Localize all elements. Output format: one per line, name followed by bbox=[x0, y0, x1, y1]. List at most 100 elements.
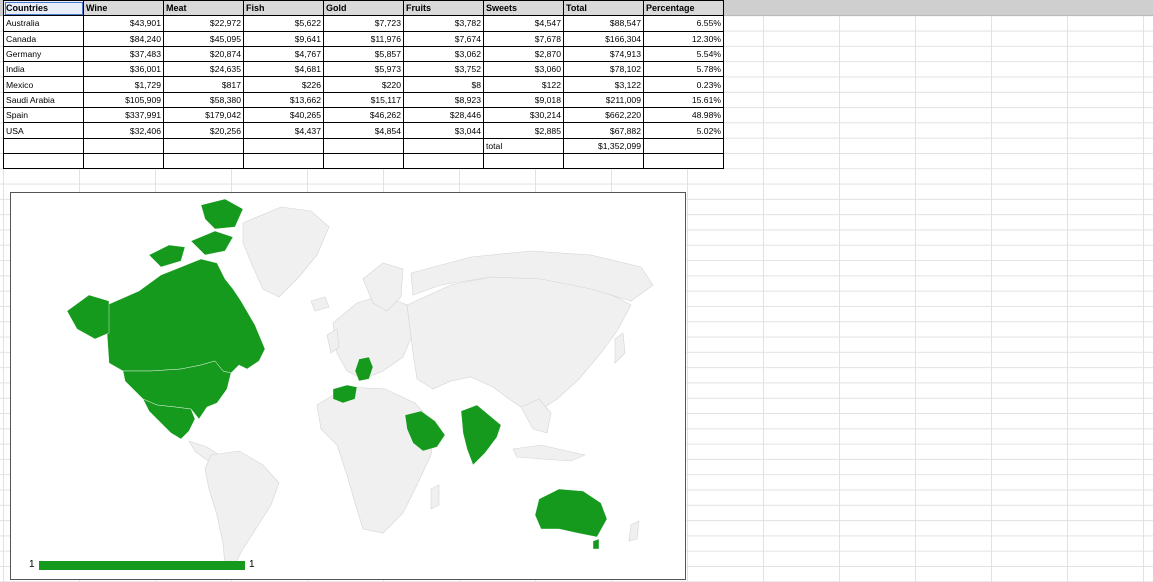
cell-percentage[interactable]: 12.30% bbox=[643, 30, 724, 47]
cell-total[interactable]: $78,102 bbox=[563, 61, 644, 78]
header-sweets[interactable]: Sweets bbox=[483, 0, 564, 17]
cell-wine[interactable]: $43,901 bbox=[83, 15, 164, 32]
header-gold[interactable]: Gold bbox=[323, 0, 404, 17]
empty-cell[interactable] bbox=[83, 137, 164, 154]
cell-total[interactable]: $211,009 bbox=[563, 91, 644, 109]
header-fish[interactable]: Fish bbox=[243, 0, 324, 17]
empty-cell[interactable] bbox=[643, 152, 724, 170]
cell-percentage[interactable]: 48.98% bbox=[643, 107, 724, 124]
cell-fruits[interactable]: $3,062 bbox=[403, 45, 484, 63]
cell-fish[interactable]: $13,662 bbox=[243, 91, 324, 109]
australia[interactable] bbox=[534, 488, 608, 538]
empty-cell[interactable] bbox=[3, 152, 84, 170]
cell-country[interactable]: Australia bbox=[3, 15, 84, 32]
cell-fish[interactable]: $226 bbox=[243, 76, 324, 93]
cell-meat[interactable]: $45,095 bbox=[163, 30, 244, 47]
cell-meat[interactable]: $20,256 bbox=[163, 122, 244, 139]
cell-percentage[interactable]: 5.54% bbox=[643, 45, 724, 63]
cell-wine[interactable]: $105,909 bbox=[83, 91, 164, 109]
mexico[interactable] bbox=[142, 398, 196, 440]
cell-total[interactable]: $3,122 bbox=[563, 76, 644, 93]
empty-cell[interactable] bbox=[323, 137, 404, 154]
cell-country[interactable]: Saudi Arabia bbox=[3, 91, 84, 109]
cell-country[interactable]: India bbox=[3, 61, 84, 78]
cell-fish[interactable]: $4,767 bbox=[243, 45, 324, 63]
empty-cell[interactable] bbox=[563, 152, 644, 170]
cell-gold[interactable]: $7,723 bbox=[323, 15, 404, 32]
canada-arctic-2[interactable] bbox=[190, 230, 234, 256]
tasmania[interactable] bbox=[592, 538, 600, 550]
geo-chart[interactable]: 1 1 bbox=[10, 192, 686, 580]
cell-total[interactable]: $67,882 bbox=[563, 122, 644, 139]
cell-percentage[interactable]: 5.78% bbox=[643, 61, 724, 78]
usa[interactable] bbox=[122, 360, 232, 420]
cell-total[interactable]: $88,547 bbox=[563, 15, 644, 32]
empty-cell[interactable] bbox=[83, 152, 164, 170]
cell-sweets[interactable]: $2,870 bbox=[483, 45, 564, 63]
cell-percentage[interactable]: 6.55% bbox=[643, 15, 724, 32]
cell-meat[interactable]: $817 bbox=[163, 76, 244, 93]
cell-wine[interactable]: $337,991 bbox=[83, 107, 164, 124]
cell-meat[interactable]: $58,380 bbox=[163, 91, 244, 109]
cell-meat[interactable]: $22,972 bbox=[163, 15, 244, 32]
empty-cell[interactable] bbox=[643, 137, 724, 154]
empty-cell[interactable] bbox=[3, 137, 84, 154]
cell-sweets[interactable]: $122 bbox=[483, 76, 564, 93]
empty-cell[interactable] bbox=[403, 137, 484, 154]
cell-wine[interactable]: $84,240 bbox=[83, 30, 164, 47]
cell-fruits[interactable]: $8,923 bbox=[403, 91, 484, 109]
cell-country[interactable]: USA bbox=[3, 122, 84, 139]
cell-gold[interactable]: $220 bbox=[323, 76, 404, 93]
cell-gold[interactable]: $4,854 bbox=[323, 122, 404, 139]
cell-sweets[interactable]: $9,018 bbox=[483, 91, 564, 109]
cell-wine[interactable]: $36,001 bbox=[83, 61, 164, 78]
cell-percentage[interactable]: 15.61% bbox=[643, 91, 724, 109]
canada-arctic-3[interactable] bbox=[200, 198, 244, 230]
empty-cell[interactable] bbox=[243, 152, 324, 170]
grand-total-cell[interactable]: $1,352,099 bbox=[563, 137, 644, 154]
cell-meat[interactable]: $179,042 bbox=[163, 107, 244, 124]
header-percentage[interactable]: Percentage bbox=[643, 0, 724, 17]
india[interactable] bbox=[460, 404, 502, 466]
cell-country[interactable]: Canada bbox=[3, 30, 84, 47]
cell-gold[interactable]: $5,973 bbox=[323, 61, 404, 78]
cell-fish[interactable]: $4,681 bbox=[243, 61, 324, 78]
cell-wine[interactable]: $32,406 bbox=[83, 122, 164, 139]
cell-sweets[interactable]: $3,060 bbox=[483, 61, 564, 78]
cell-fruits[interactable]: $3,782 bbox=[403, 15, 484, 32]
cell-country[interactable]: Spain bbox=[3, 107, 84, 124]
cell-sweets[interactable]: $2,885 bbox=[483, 122, 564, 139]
header-countries[interactable]: Countries bbox=[3, 0, 84, 17]
alaska[interactable] bbox=[66, 294, 110, 340]
empty-cell[interactable] bbox=[403, 152, 484, 170]
cell-sweets[interactable]: $4,547 bbox=[483, 15, 564, 32]
empty-cell[interactable] bbox=[163, 152, 244, 170]
cell-meat[interactable]: $20,874 bbox=[163, 45, 244, 63]
cell-fruits[interactable]: $3,044 bbox=[403, 122, 484, 139]
cell-sweets[interactable]: $7,678 bbox=[483, 30, 564, 47]
cell-total[interactable]: $166,304 bbox=[563, 30, 644, 47]
cell-fish[interactable]: $40,265 bbox=[243, 107, 324, 124]
germany[interactable] bbox=[354, 356, 374, 382]
cell-country[interactable]: Germany bbox=[3, 45, 84, 63]
header-total[interactable]: Total bbox=[563, 0, 644, 17]
cell-percentage[interactable]: 0.23% bbox=[643, 76, 724, 93]
header-wine[interactable]: Wine bbox=[83, 0, 164, 17]
cell-fruits[interactable]: $28,446 bbox=[403, 107, 484, 124]
cell-gold[interactable]: $11,976 bbox=[323, 30, 404, 47]
total-label-cell[interactable]: total bbox=[483, 137, 564, 154]
cell-gold[interactable]: $46,262 bbox=[323, 107, 404, 124]
saudi-arabia[interactable] bbox=[404, 410, 446, 452]
cell-fish[interactable]: $4,437 bbox=[243, 122, 324, 139]
cell-country[interactable]: Mexico bbox=[3, 76, 84, 93]
cell-fruits[interactable]: $8 bbox=[403, 76, 484, 93]
header-meat[interactable]: Meat bbox=[163, 0, 244, 17]
empty-cell[interactable] bbox=[483, 152, 564, 170]
spain[interactable] bbox=[332, 384, 358, 404]
canada[interactable] bbox=[106, 258, 266, 374]
cell-gold[interactable]: $15,117 bbox=[323, 91, 404, 109]
cell-total[interactable]: $662,220 bbox=[563, 107, 644, 124]
cell-meat[interactable]: $24,635 bbox=[163, 61, 244, 78]
cell-fish[interactable]: $5,622 bbox=[243, 15, 324, 32]
cell-gold[interactable]: $5,857 bbox=[323, 45, 404, 63]
